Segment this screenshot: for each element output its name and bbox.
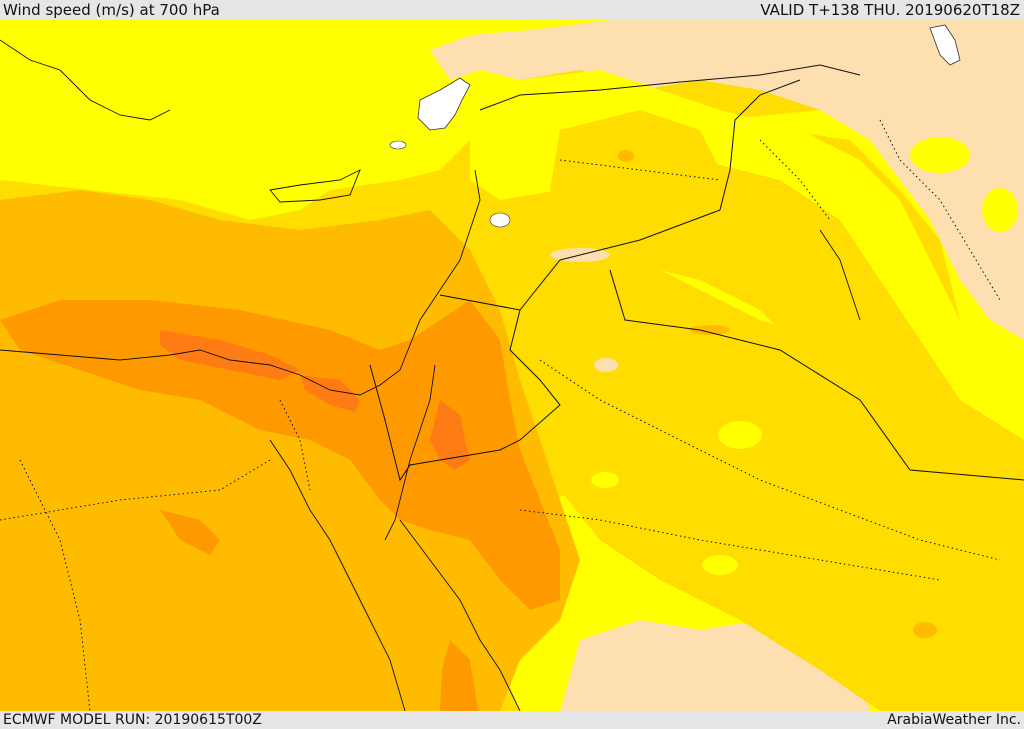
no-data-small-1 bbox=[389, 140, 407, 150]
patch-high-1 bbox=[618, 150, 634, 162]
patch-very-low-2 bbox=[594, 358, 618, 372]
field-very-high-core-east bbox=[430, 400, 470, 470]
patch-high-2 bbox=[690, 325, 730, 335]
major-borders bbox=[369, 64, 1024, 482]
patch-low-5 bbox=[982, 188, 1018, 232]
patch-low-3 bbox=[718, 421, 762, 449]
field-high bbox=[0, 300, 560, 610]
patch-low-1 bbox=[702, 555, 738, 575]
country-borders bbox=[0, 119, 1001, 711]
field-very-high-core-west bbox=[160, 330, 300, 380]
field-moderate-central bbox=[480, 220, 1024, 711]
model-run: ECMWF MODEL RUN: 20190615T00Z bbox=[3, 712, 262, 728]
field-low-north bbox=[0, 20, 1024, 220]
field-very-low-northeast bbox=[430, 20, 1024, 340]
valid-time: VALID T+138 THU. 20190620T18Z bbox=[760, 1, 1020, 19]
patch-high-3 bbox=[913, 622, 937, 638]
patch-low-4 bbox=[910, 137, 970, 173]
no-data-region-northeast bbox=[929, 24, 961, 66]
no-data-region-north bbox=[417, 77, 471, 131]
no-data-small-2 bbox=[489, 212, 511, 228]
credit: ArabiaWeather Inc. bbox=[887, 712, 1021, 728]
coastlines bbox=[0, 39, 861, 711]
field-very-high-core-coast bbox=[300, 375, 360, 412]
patch-low-2 bbox=[591, 472, 619, 488]
map-header: Wind speed (m/s) at 700 hPa VALID T+138 … bbox=[0, 0, 1024, 20]
map-title: Wind speed (m/s) at 700 hPa bbox=[3, 1, 220, 19]
wind-speed-map bbox=[0, 20, 1024, 711]
map-footer: ECMWF MODEL RUN: 20190615T00Z ArabiaWeat… bbox=[0, 711, 1024, 729]
field-moderate-ne-island bbox=[550, 110, 720, 220]
field-high-west-patch bbox=[160, 510, 220, 555]
field-high-south bbox=[440, 640, 478, 711]
